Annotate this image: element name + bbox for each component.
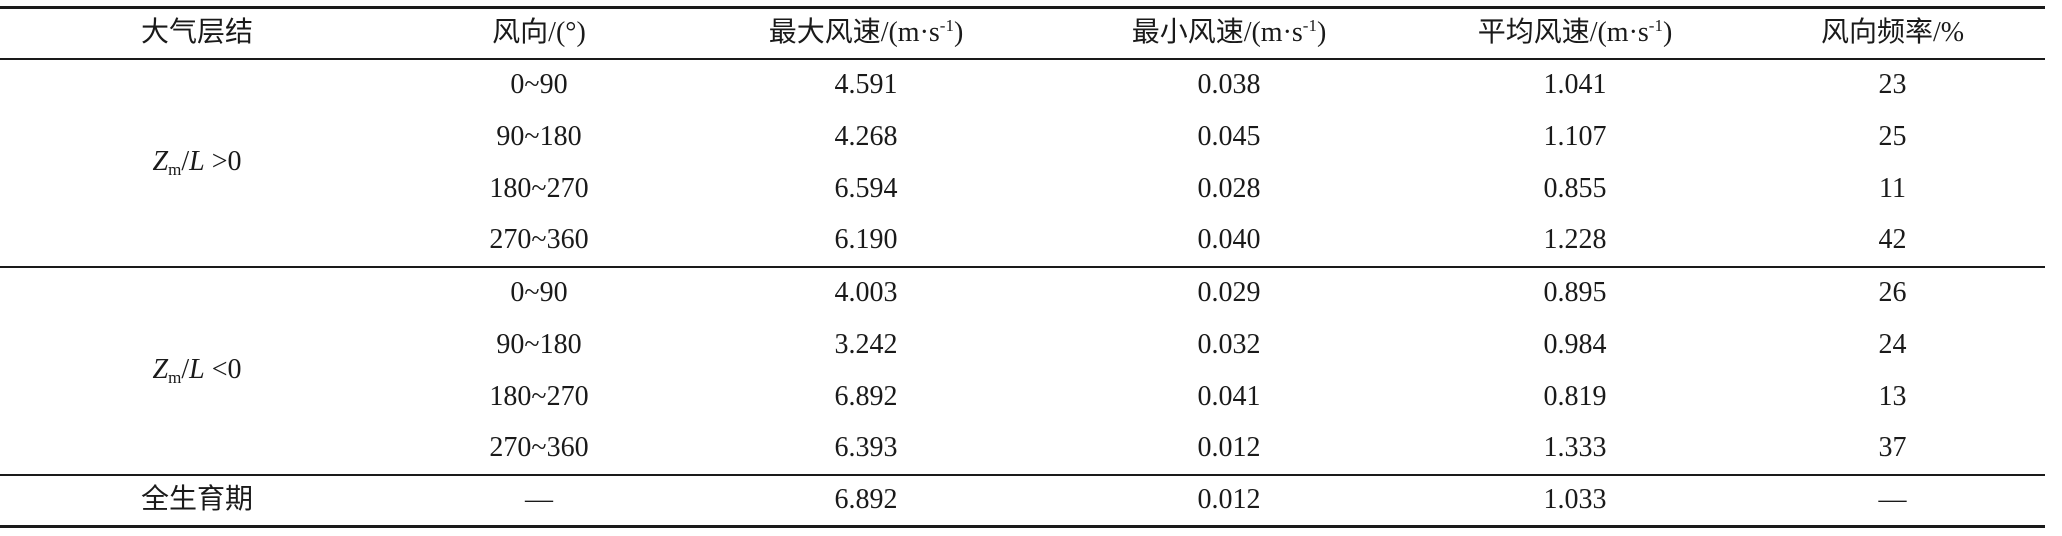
- cell-mean-speed: 1.107: [1543, 120, 1607, 152]
- stability-relation: >0: [204, 145, 242, 177]
- stability-z-sub: m: [168, 159, 182, 179]
- cell-max-speed: 6.594: [834, 172, 898, 204]
- total-frequency: —: [1740, 474, 2045, 528]
- cell-mean-speed: 1.228: [1410, 214, 1740, 268]
- cell-mean-speed: 1.333: [1410, 422, 1740, 476]
- cell-frequency: 42: [1740, 214, 2045, 268]
- total-direction: —: [394, 474, 684, 528]
- cell-min-speed: 0.040: [1048, 214, 1410, 268]
- cell-min-speed: 0.032: [1197, 328, 1261, 360]
- cell-min-speed: 0.029: [1197, 277, 1261, 308]
- stability-l-var: L: [189, 353, 205, 385]
- cell-frequency: 26: [1878, 277, 1907, 308]
- total-mean-speed: 1.033: [1410, 474, 1740, 528]
- cell-max-speed: 6.190: [684, 214, 1048, 268]
- cell-mean-speed: 0.895: [1543, 277, 1607, 308]
- table-row: 270~360 6.393 0.012 1.333 37: [0, 422, 2045, 476]
- cell-max-speed: 6.393: [684, 422, 1048, 476]
- header-max-speed-exponent: -1: [939, 16, 954, 36]
- stability-slash: /: [181, 145, 190, 177]
- cell-max-speed: 4.003: [834, 277, 898, 308]
- header-max-speed-close: ): [953, 17, 964, 49]
- cell-max-speed: 3.242: [834, 328, 898, 360]
- header-min-speed-text: 最小风速/(m·s: [1131, 17, 1303, 49]
- cell-frequency: 11: [1879, 172, 1906, 204]
- table-row: 180~270 6.594 0.028 0.855 11: [0, 163, 2045, 215]
- cell-min-speed: 0.041: [1197, 380, 1261, 412]
- header-min-speed-close: ): [1316, 17, 1327, 49]
- total-label: 全生育期: [0, 474, 394, 528]
- header-mean-speed-text: 平均风速/(m·s: [1477, 17, 1649, 49]
- cell-frequency: 23: [1878, 69, 1907, 100]
- stability-relation: <0: [204, 353, 242, 385]
- total-row: 全生育期 — 6.892 0.012 1.033 —: [0, 474, 2045, 528]
- cell-mean-speed: 0.984: [1543, 328, 1607, 360]
- stability-slash: /: [181, 353, 190, 385]
- stratification-unstable-label: Zm/L <0: [0, 266, 394, 476]
- cell-direction: 0~90: [510, 277, 568, 308]
- stability-z-var: Z: [152, 145, 169, 177]
- header-max-speed-text: 最大风速/(m·s: [768, 17, 940, 49]
- cell-frequency: 25: [1878, 120, 1907, 152]
- table-row: 90~180 4.268 0.045 1.107 25: [0, 111, 2045, 163]
- table-row: 270~360 6.190 0.040 1.228 42: [0, 214, 2045, 268]
- header-mean-speed: 平均风速/(m·s-1): [1410, 6, 1740, 60]
- stratification-stable-label: Zm/L >0: [0, 58, 394, 268]
- cell-frequency: 37: [1740, 422, 2045, 476]
- table-row: 90~180 3.242 0.032 0.984 24: [0, 319, 2045, 371]
- table-row: Zm/L >0 0~90 4.591 0.038 1.041 23: [0, 58, 2045, 268]
- cell-min-speed: 0.045: [1197, 120, 1261, 152]
- cell-mean-speed: 0.855: [1543, 172, 1607, 204]
- cell-direction: 270~360: [394, 214, 684, 268]
- wind-statistics-table: 大气层结 风向/(°) 最大风速/(m·s-1) 最小风速/(m·s-1) 平均…: [0, 6, 2045, 528]
- cell-min-speed: 0.028: [1197, 172, 1261, 204]
- cell-frequency: 13: [1878, 380, 1907, 412]
- cell-max-speed: 4.268: [834, 120, 898, 152]
- cell-min-speed: 0.012: [1048, 422, 1410, 476]
- header-min-speed: 最小风速/(m·s-1): [1048, 6, 1410, 60]
- header-wind-direction: 风向/(°): [394, 6, 684, 60]
- header-frequency: 风向频率/%: [1740, 6, 2045, 60]
- cell-direction: 270~360: [394, 422, 684, 476]
- header-mean-speed-exponent: -1: [1648, 16, 1663, 36]
- cell-max-speed: 6.892: [834, 380, 898, 412]
- cell-direction: 180~270: [489, 172, 589, 204]
- stability-z-sub: m: [168, 367, 182, 387]
- cell-mean-speed: 0.819: [1543, 380, 1607, 412]
- header-max-speed: 最大风速/(m·s-1): [684, 6, 1048, 60]
- cell-frequency: 24: [1878, 328, 1907, 360]
- cell-direction: 90~180: [496, 120, 582, 152]
- cell-direction: 180~270: [489, 380, 589, 412]
- cell-min-speed: 0.038: [1197, 69, 1261, 100]
- stability-z-var: Z: [152, 353, 169, 385]
- cell-mean-speed: 1.041: [1543, 69, 1607, 100]
- total-max-speed: 6.892: [684, 474, 1048, 528]
- cell-direction: 0~90: [510, 69, 568, 100]
- stability-l-var: L: [189, 145, 205, 177]
- cell-direction: 90~180: [496, 328, 582, 360]
- total-min-speed: 0.012: [1048, 474, 1410, 528]
- table-row: 180~270 6.892 0.041 0.819 13: [0, 371, 2045, 423]
- cell-max-speed: 4.591: [834, 69, 898, 100]
- table-row: Zm/L <0 0~90 4.003 0.029 0.895 26: [0, 266, 2045, 476]
- header-min-speed-exponent: -1: [1302, 16, 1317, 36]
- header-mean-speed-close: ): [1662, 17, 1673, 49]
- header-row: 大气层结 风向/(°) 最大风速/(m·s-1) 最小风速/(m·s-1) 平均…: [0, 6, 2045, 60]
- header-stratification: 大气层结: [0, 6, 394, 60]
